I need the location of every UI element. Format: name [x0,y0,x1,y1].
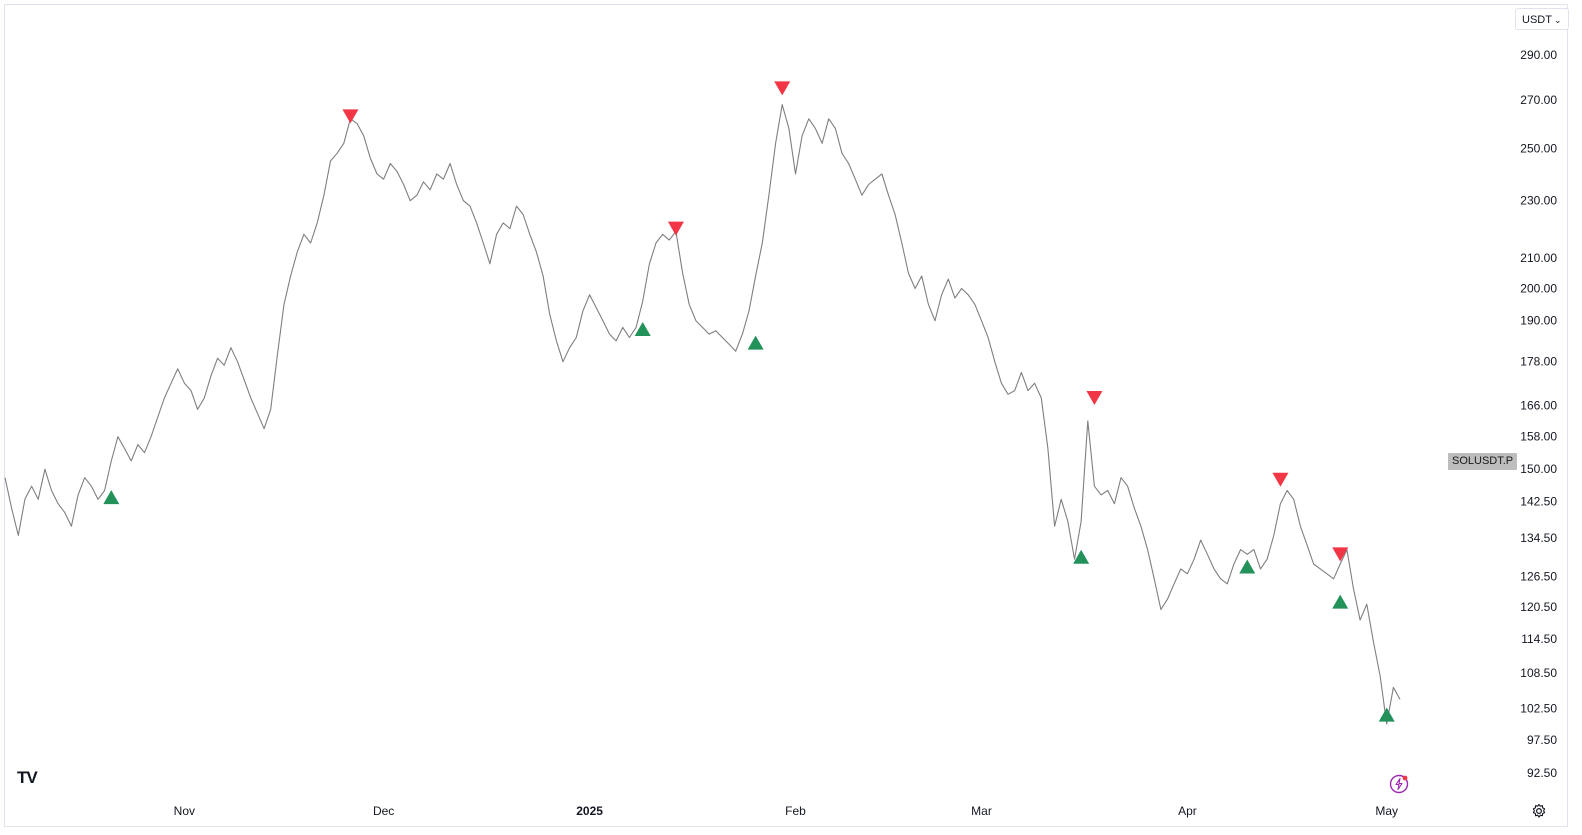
chevron-down-icon: ⌄ [1553,15,1562,25]
price-line [4,104,1401,725]
sell-signal-marker [667,221,684,236]
time-axis: Nov Dec 2025 Feb Mar Apr May [174,804,1398,818]
x-tick-label: Dec [373,804,394,818]
y-tick-label: 190.00 [1520,314,1557,328]
sell-signal-marker [774,81,791,96]
y-tick-label: 158.00 [1520,430,1557,444]
y-tick-label: 270.00 [1520,93,1557,107]
y-tick-label: 92.50 [1527,766,1557,780]
price-series [4,104,1401,725]
x-tick-label: Nov [174,804,195,818]
sell-signal-marker [1272,472,1289,487]
settings-icon[interactable] [1531,803,1547,819]
signal-markers [103,81,1395,722]
buy-signal-marker [634,322,651,337]
chart-frame [4,4,1568,827]
y-tick-label: 178.00 [1520,355,1557,369]
x-tick-label: Apr [1178,804,1197,818]
y-tick-label: 166.00 [1520,399,1557,413]
sell-signal-marker [1332,547,1349,562]
y-tick-label: 108.50 [1520,666,1557,680]
y-tick-label: 230.00 [1520,194,1557,208]
y-tick-label: 150.00 [1520,462,1557,476]
price-axis: 290.00 270.00 250.00 230.00 210.00 200.00 190.… [1520,48,1557,780]
buy-signal-marker [1239,559,1256,574]
currency-selector-button[interactable]: USDT ⌄ [1515,8,1569,30]
x-tick-label: Feb [785,804,806,818]
symbol-price-tag: SOLUSDT.P [1448,453,1518,470]
sell-signal-marker [342,109,359,124]
x-tick-label: Mar [971,804,992,818]
y-tick-label: 250.00 [1520,141,1557,155]
buy-signal-marker [103,490,120,505]
y-tick-label: 210.00 [1520,251,1557,265]
currency-label: USDT [1522,14,1552,26]
buy-signal-marker [1332,594,1349,609]
x-tick-label: 2025 [576,804,603,818]
sell-signal-marker [1086,391,1103,406]
y-tick-label: 290.00 [1520,48,1557,62]
tradingview-logo-icon[interactable]: TV [17,768,38,787]
y-tick-label: 102.50 [1520,701,1557,715]
x-tick-label: May [1375,804,1398,818]
lightning-bolt-icon[interactable] [1389,774,1409,794]
y-tick-label: 134.50 [1520,531,1557,545]
buy-signal-marker [747,335,764,350]
y-tick-label: 126.50 [1520,569,1557,583]
y-tick-label: 200.00 [1520,281,1557,295]
y-tick-label: 114.50 [1521,632,1557,646]
y-tick-label: 97.50 [1527,733,1557,747]
buy-signal-marker [1378,707,1395,722]
y-tick-label: 142.50 [1520,494,1557,508]
buy-signal-marker [1073,549,1090,564]
y-tick-label: 120.50 [1520,600,1557,614]
